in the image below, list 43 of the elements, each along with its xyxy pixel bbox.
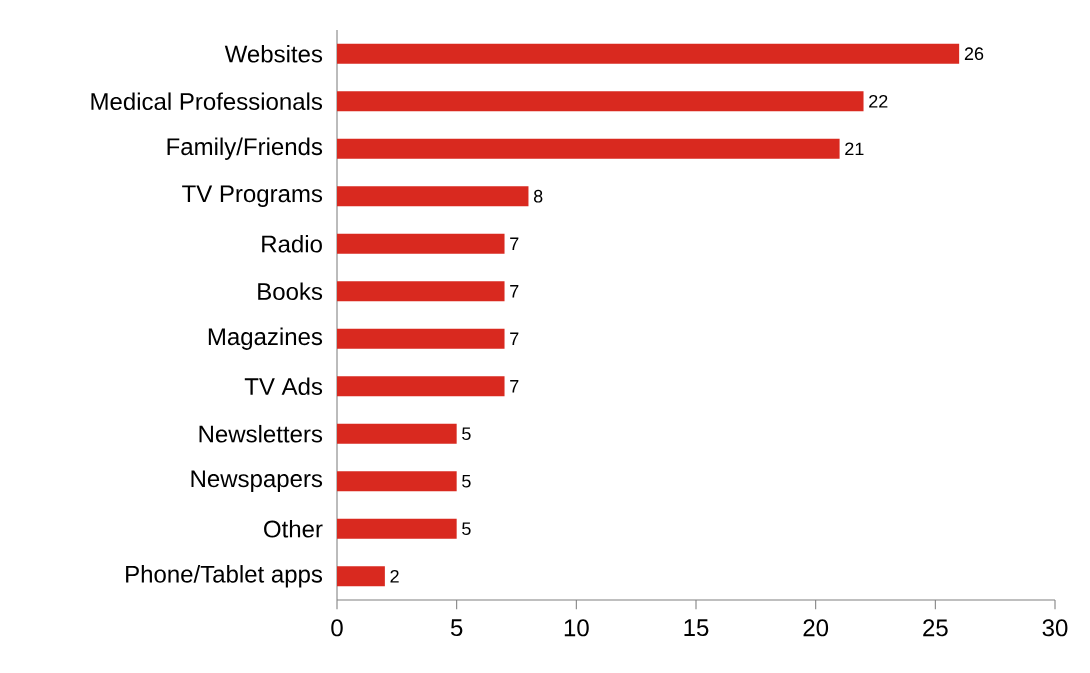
x-tick-label: 30 (1042, 619, 1068, 637)
y-tick-label: Other (264, 519, 323, 538)
bar (337, 328, 505, 349)
data-label: 5 (462, 474, 471, 488)
data-label: 22 (869, 94, 888, 108)
bar (337, 91, 864, 112)
data-label: 5 (462, 522, 471, 536)
bar (337, 566, 385, 587)
y-tick-label: Websites (224, 44, 323, 63)
data-label: 8 (533, 189, 543, 203)
y-tick-label: Magazines (208, 327, 323, 350)
data-label: 21 (845, 142, 864, 156)
bar (337, 186, 529, 207)
bar (337, 281, 505, 302)
x-tick-label: 20 (803, 619, 829, 637)
y-tick-label: TV Ads (244, 377, 323, 396)
y-tick-label: Phone/Tablet apps (126, 565, 323, 588)
data-label: 7 (510, 380, 519, 393)
bar (337, 376, 505, 397)
data-label: 2 (390, 569, 399, 583)
y-tick-label: Radio (262, 234, 322, 253)
x-tick-label: 10 (564, 619, 589, 637)
data-label: 26 (964, 47, 984, 61)
x-tick-label: 15 (684, 619, 709, 637)
data-label: 7 (510, 332, 519, 345)
y-tick-label: Medical Professionals (91, 92, 323, 111)
bar (337, 138, 840, 159)
bar (337, 43, 960, 64)
x-tick-label: 0 (331, 619, 343, 637)
x-tick-label: 25 (923, 619, 948, 637)
data-label: 7 (510, 237, 519, 250)
y-tick-label: Newsletters (199, 424, 323, 443)
x-tick-label: 5 (450, 619, 463, 637)
bar (337, 471, 457, 492)
y-tick-label: Family/Friends (167, 137, 323, 160)
y-tick-label: TV Programs (182, 185, 323, 207)
bar (337, 518, 457, 539)
bar (337, 233, 505, 254)
y-tick-label: Books (258, 282, 323, 301)
bar (337, 423, 457, 444)
data-label: 5 (462, 427, 471, 441)
y-tick-label: Newspapers (191, 470, 323, 492)
data-label: 7 (510, 285, 519, 298)
